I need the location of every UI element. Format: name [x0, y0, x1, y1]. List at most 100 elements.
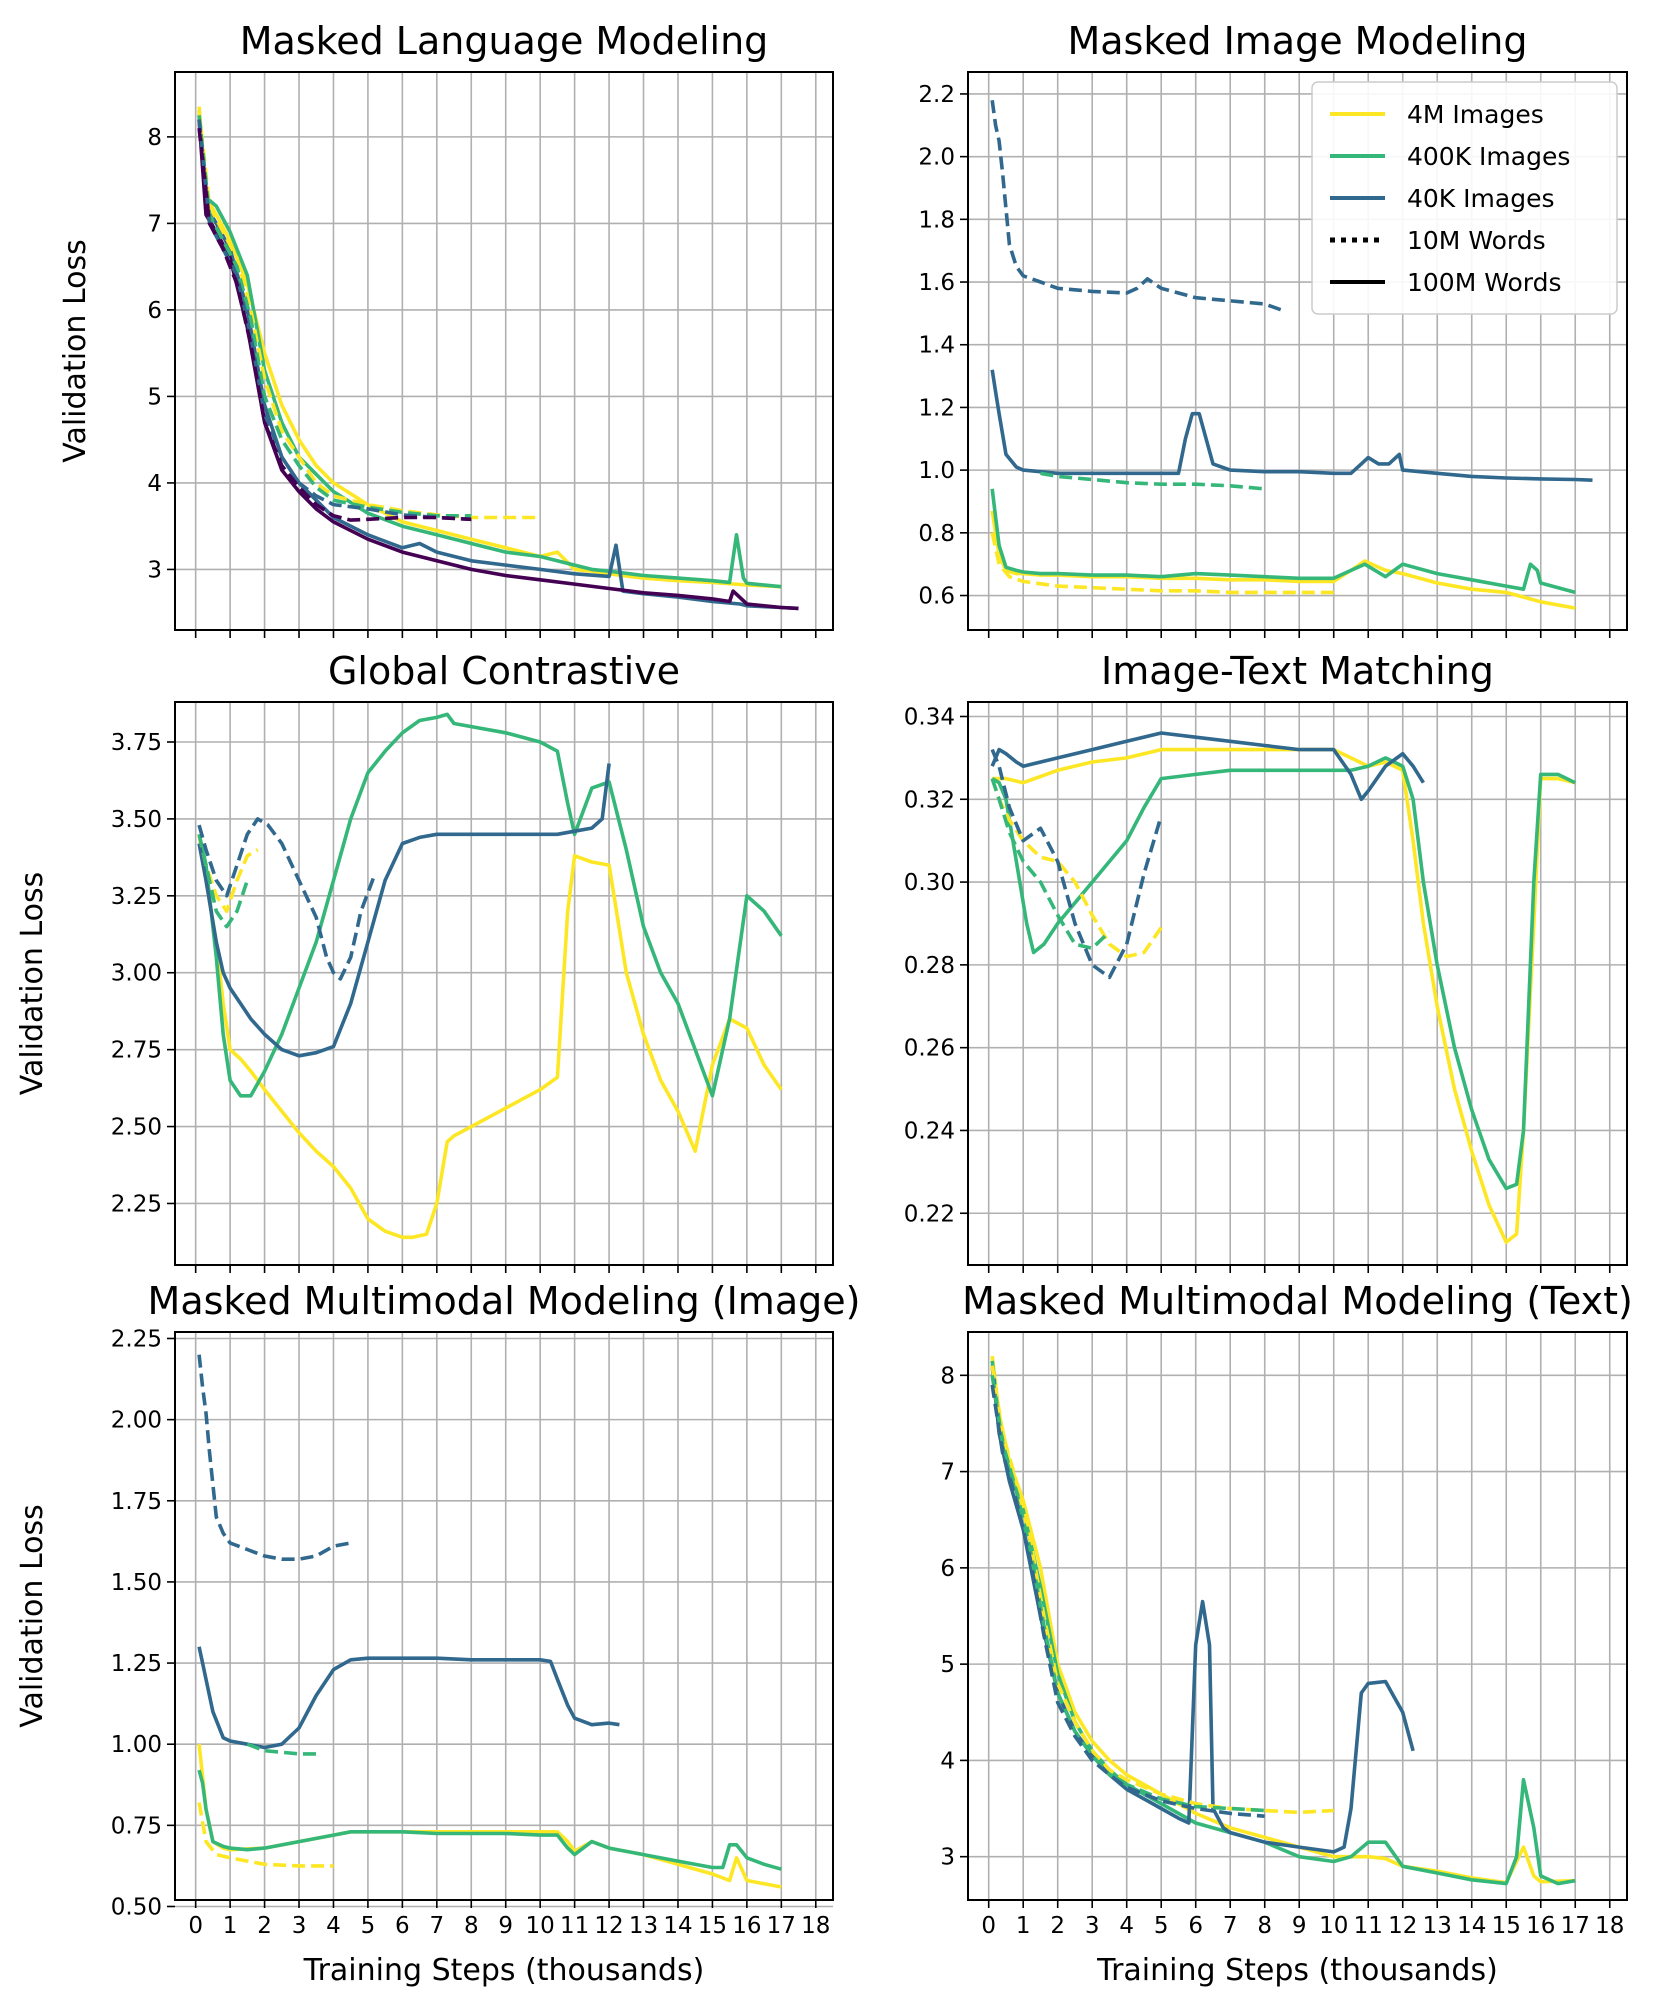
x-tick-label: 18 — [1595, 1913, 1624, 1939]
legend-label-4m-images: 4M Images — [1407, 100, 1544, 129]
y-tick-label: 3.50 — [111, 807, 162, 833]
series-line-4m-images-dashed — [990, 1365, 1334, 1815]
x-tick-label: 5 — [361, 1913, 376, 1939]
series-line-4m-images-solid — [990, 510, 1576, 610]
chart-title: Image-Text Matching — [1101, 649, 1494, 693]
x-tick-label: 4 — [1119, 1913, 1134, 1939]
axes-frame — [967, 701, 1628, 1266]
series-line-400k-images-dashed — [246, 1742, 317, 1756]
series-line-40k-images-solid — [990, 1365, 1415, 1854]
x-tick-label: 4 — [326, 1913, 341, 1939]
panel-masked-multimodal-image: 0 1 2 3 4 5 6 7 8 9 10 11 12 13 14 15 16 17 180.500.751.00… — [15, 1279, 860, 1988]
y-tick-label: 6 — [940, 1556, 955, 1582]
y-tick-label: 0.24 — [904, 1118, 955, 1144]
chart-title: Masked Image Modeling — [1067, 19, 1527, 63]
series-line-400k-images-dashed — [197, 115, 472, 518]
y-axis-label: Validation Loss — [58, 239, 93, 462]
y-tick-label: 1.2 — [918, 395, 955, 421]
y-tick-label: 3.75 — [111, 730, 162, 756]
series-line-400k-images-solid — [990, 488, 1576, 595]
series-line-40k-images-dashed — [990, 748, 1163, 980]
x-tick-label: 11 — [560, 1913, 589, 1939]
series-group — [990, 1355, 1576, 1886]
y-tick-label: 1.25 — [111, 1651, 162, 1677]
axes-frame — [967, 71, 1628, 631]
x-axis-label: Training Steps (thousands) — [303, 1953, 705, 1988]
y-tick-label: 2.2 — [918, 82, 955, 108]
y-tick-label: 8 — [147, 125, 162, 151]
y-tick-label: 0.6 — [918, 584, 955, 610]
series-line-4m-images-dashed — [990, 778, 1163, 959]
series-line-400k-images-dashed — [197, 833, 250, 929]
x-tick-label: 10 — [1319, 1913, 1348, 1939]
y-tick-label: 7 — [147, 211, 162, 237]
y-tick-label: 6 — [147, 298, 162, 324]
panel-masked-image-modeling: 0.6 0.8 1.0 1.2 1.4 1.6 1.8 2.0 2.2 Masked Image … — [918, 19, 1628, 638]
x-tick-label: 8 — [1257, 1913, 1272, 1939]
legend-box — [1311, 81, 1618, 315]
series-line-400k-images-dashed — [990, 1375, 1265, 1813]
y-tick-label: 2.00 — [111, 1408, 162, 1434]
x-tick-label: 3 — [1085, 1913, 1100, 1939]
y-tick-label: 0.22 — [904, 1201, 955, 1227]
x-tick-label: 14 — [663, 1913, 692, 1939]
series-line-4m-images-dashed — [197, 1802, 334, 1868]
x-tick-label: 18 — [801, 1913, 830, 1939]
y-tick-label: 2.25 — [111, 1326, 162, 1352]
y-tick-label: 2.25 — [111, 1191, 162, 1217]
y-tick-label: 3.25 — [111, 884, 162, 910]
x-tick-label: 9 — [1292, 1913, 1307, 1939]
x-tick-label: 0 — [188, 1913, 203, 1939]
x-tick-label: 16 — [1526, 1913, 1555, 1939]
legend-label-10m-words: 10M Words — [1407, 226, 1546, 255]
series-group — [990, 99, 1593, 610]
y-tick-label: 0.8 — [918, 521, 955, 547]
x-tick-label: 12 — [594, 1913, 623, 1939]
y-axis-label: Validation Loss — [15, 1504, 50, 1727]
chart-title: Masked Language Modeling — [240, 19, 769, 63]
y-tick-label: 3.00 — [111, 961, 162, 987]
x-tick-label: 13 — [629, 1913, 658, 1939]
series-line-4m-images-solid — [197, 106, 782, 589]
y-tick-label: 0.30 — [904, 870, 955, 896]
y-tick-label: 1.8 — [918, 207, 955, 233]
x-tick-label: 17 — [767, 1913, 796, 1939]
y-tick-label: 3 — [940, 1845, 955, 1871]
x-tick-label: 2 — [1050, 1913, 1065, 1939]
chart-title: Masked Multimodal Modeling (Image) — [148, 1279, 861, 1323]
x-tick-label: 6 — [395, 1913, 410, 1939]
y-tick-label: 0.50 — [111, 1894, 162, 1920]
x-tick-label: 15 — [1492, 1913, 1521, 1939]
y-tick-label: 0.32 — [904, 787, 955, 813]
y-tick-label: 3 — [147, 557, 162, 583]
series-line-40k-images-solid — [990, 731, 1425, 802]
series-group — [990, 731, 1576, 1244]
y-tick-label: 0.28 — [904, 953, 955, 979]
series-line-4m-images-solid — [992, 747, 1576, 1244]
series-line-40k-images-dashed — [990, 99, 1283, 312]
x-tick-label: 12 — [1388, 1913, 1417, 1939]
series-group — [197, 712, 783, 1240]
series-line-40k-images-solid — [990, 369, 1593, 482]
legend-label-40k-images: 40K Images — [1407, 184, 1554, 213]
x-tick-label: 5 — [1154, 1913, 1169, 1939]
series-line-40k-images-solid — [197, 1646, 620, 1750]
series-line-400k-images-solid — [197, 110, 782, 589]
x-tick-label: 14 — [1457, 1913, 1486, 1939]
axes-frame — [967, 1331, 1628, 1901]
series-line-400k-images-dashed — [990, 778, 1111, 951]
series-line-4m-images-solid — [990, 1355, 1576, 1885]
axes-frame — [174, 701, 834, 1266]
chart-title: Global Contrastive — [328, 649, 680, 693]
series-line-1m-images-solid — [197, 119, 799, 611]
x-tick-label: 3 — [292, 1913, 307, 1939]
x-tick-label: 17 — [1561, 1913, 1590, 1939]
chart-title: Masked Multimodal Modeling (Text) — [962, 1279, 1633, 1323]
x-tick-label: 15 — [698, 1913, 727, 1939]
x-tick-label: 1 — [223, 1913, 238, 1939]
series-line-400k-images-solid — [991, 756, 1576, 1191]
y-tick-label: 1.50 — [111, 1570, 162, 1596]
series-group — [197, 1354, 782, 1889]
y-tick-label: 4 — [147, 471, 162, 497]
series-line-40k-images-dashed — [197, 119, 472, 522]
